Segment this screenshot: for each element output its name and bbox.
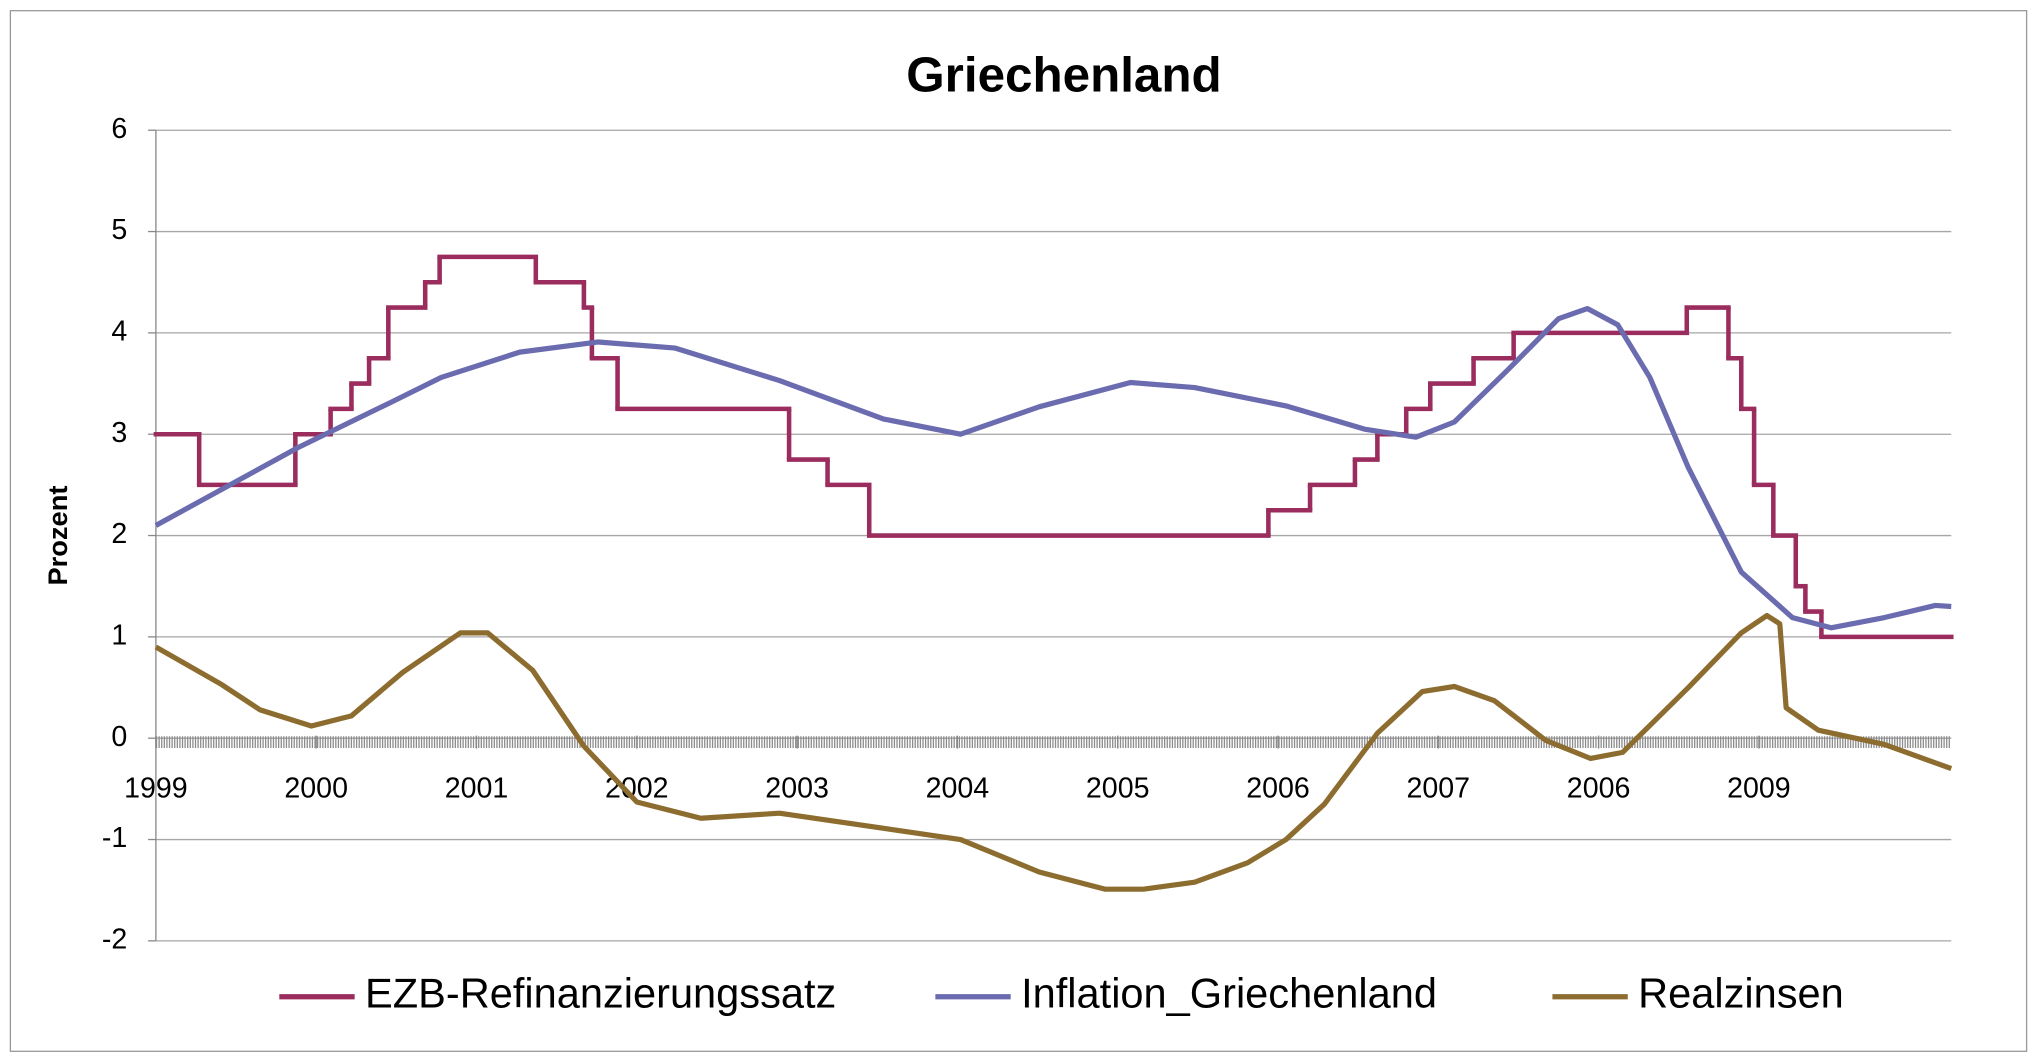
y-tick-label: 4: [111, 315, 127, 347]
legend-label: EZB-Refinanzierungssatz: [365, 970, 836, 1017]
y-tick-label: 5: [111, 214, 127, 246]
x-tick-label: 1999: [124, 773, 188, 805]
x-tick-label: 2000: [284, 773, 348, 805]
x-tick-label: 2001: [445, 773, 509, 805]
series-line: [154, 305, 1952, 631]
x-tick-label: 2005: [1086, 773, 1150, 805]
y-axis-label: Prozent: [42, 486, 73, 586]
y-tick-label: 0: [111, 721, 127, 753]
x-tick-label: 2009: [1727, 773, 1791, 805]
y-tick-label: 3: [111, 417, 127, 449]
x-tick-label: 2006: [1567, 773, 1631, 805]
y-tick-label: 6: [111, 113, 127, 145]
legend-label: Inflation_Griechenland: [1021, 970, 1437, 1017]
legend-label: Realzinsen: [1638, 970, 1844, 1017]
y-tick-label: 2: [111, 518, 127, 550]
x-tick-label: 2006: [1246, 773, 1310, 805]
chart-title: Griechenland: [906, 47, 1221, 102]
y-tick-label: -1: [102, 822, 127, 854]
x-tick-label: 2004: [926, 773, 990, 805]
x-tick-label: 2003: [765, 773, 829, 805]
chart-frame: [9, 10, 2028, 1052]
x-tick-label: 2007: [1407, 773, 1471, 805]
y-tick-label: 1: [111, 619, 127, 651]
series-line: [154, 612, 1953, 892]
y-tick-label: -2: [102, 923, 127, 955]
